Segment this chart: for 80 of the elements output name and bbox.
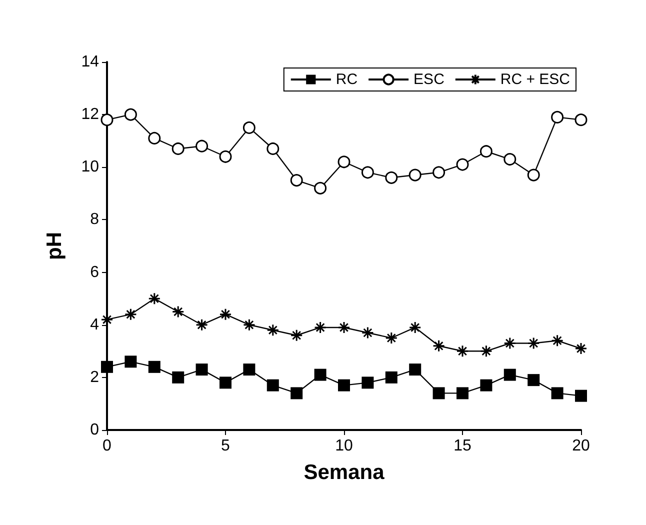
point: [314, 368, 326, 381]
point: [528, 374, 540, 386]
point: [456, 344, 469, 358]
point: [480, 145, 492, 158]
point: [504, 368, 516, 381]
x-tick-label: 20: [572, 438, 590, 454]
point: [338, 379, 350, 392]
point: [551, 387, 564, 400]
point: [385, 371, 398, 384]
point: [314, 321, 327, 334]
point: [408, 168, 422, 182]
point: [362, 376, 374, 389]
point: [101, 360, 113, 373]
point: [361, 326, 374, 339]
point: [148, 132, 161, 144]
point: [338, 156, 350, 168]
point: [385, 171, 398, 184]
point: [266, 142, 280, 155]
x-tick-label: 0: [102, 438, 112, 454]
point: [432, 387, 445, 400]
point: [266, 324, 280, 336]
x-tick-label: 15: [454, 438, 472, 454]
point: [551, 110, 564, 124]
y-tick-label: 10: [81, 158, 100, 176]
legend-label: ESC: [414, 71, 445, 88]
y-tick-label: 12: [81, 106, 100, 124]
point: [219, 150, 232, 163]
point: [196, 364, 208, 376]
point: [480, 344, 492, 358]
point: [196, 140, 208, 152]
y-tick-label: 4: [90, 316, 100, 334]
point: [148, 360, 160, 373]
x-tick-label: 10: [335, 438, 353, 454]
point: [124, 308, 137, 321]
point: [551, 334, 564, 347]
legend-label: RC: [336, 71, 358, 88]
point: [266, 379, 279, 392]
point: [124, 108, 137, 121]
legend-label: RC + ESC: [500, 71, 570, 88]
point: [172, 142, 184, 155]
point: [290, 329, 303, 342]
point: [290, 387, 303, 400]
y-tick-label: 8: [90, 211, 100, 228]
point: [242, 121, 256, 134]
point: [574, 342, 588, 355]
y-tick-label: 6: [90, 264, 100, 281]
point: [148, 292, 161, 305]
point: [504, 153, 516, 166]
point: [124, 356, 137, 368]
x-tick-label: 5: [221, 438, 230, 454]
y-tick-label: 14: [81, 54, 100, 70]
y-tick-label: 0: [90, 422, 100, 438]
point: [338, 321, 350, 334]
point: [574, 114, 588, 126]
point: [172, 371, 184, 384]
point: [456, 158, 469, 171]
point: [196, 318, 208, 332]
point: [361, 166, 374, 179]
point: [409, 364, 422, 376]
point: [314, 182, 327, 194]
y-tick-label: 2: [90, 368, 100, 386]
point: [527, 168, 540, 182]
point: [100, 114, 114, 126]
point: [456, 387, 468, 400]
point: [219, 308, 232, 321]
y-axis-title: pH: [43, 232, 66, 260]
point: [575, 390, 587, 402]
point: [480, 379, 492, 392]
point: [242, 318, 256, 332]
point: [220, 376, 232, 389]
point: [172, 305, 184, 318]
point: [432, 166, 446, 179]
point: [504, 337, 516, 350]
point: [408, 321, 422, 334]
point: [385, 332, 398, 344]
point: [290, 174, 303, 187]
point: [243, 364, 256, 376]
point: [432, 340, 446, 352]
point: [527, 337, 540, 350]
x-axis-title: Semana: [304, 461, 385, 484]
